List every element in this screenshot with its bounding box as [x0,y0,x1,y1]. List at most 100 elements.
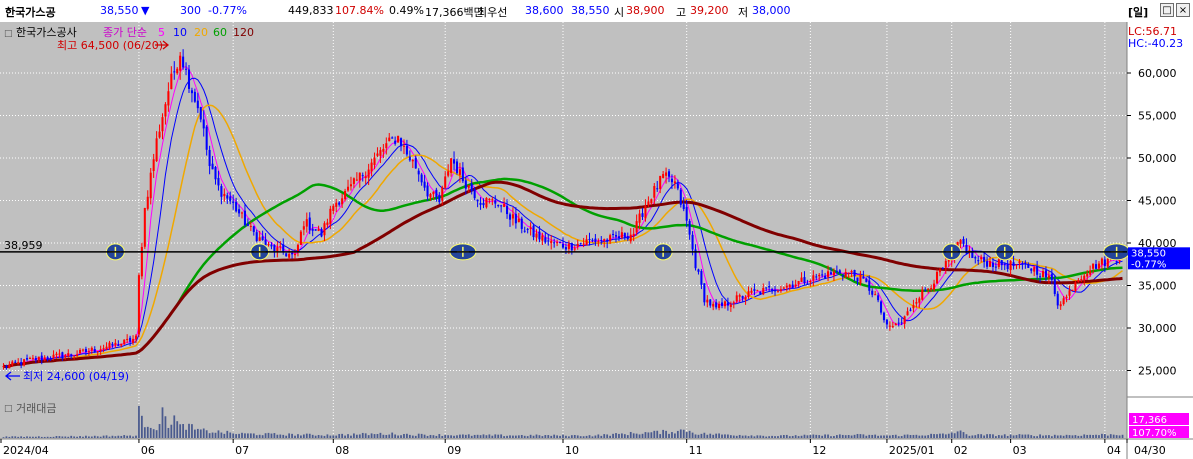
volume-bar [909,434,912,438]
volume-bar [388,434,391,438]
volume-bar [194,429,196,438]
volume-bar [880,435,882,438]
volume-bar [1115,435,1118,438]
down-arrow-icon: ▼ [141,4,150,17]
candle-body [34,357,37,361]
candle-body [308,217,311,231]
candle-body [279,246,282,248]
candle-body [567,243,570,250]
candle-body [26,358,29,360]
volume-bar [459,434,461,438]
candle-body [302,226,305,230]
candle-body [559,242,562,244]
candle-body [1092,263,1095,269]
turnover-pct: 0.49% [389,4,424,17]
volume-bar [936,434,938,438]
candle-body [461,167,464,182]
volume-bar [600,435,603,438]
candle-body [617,236,620,239]
volume-bar [856,433,859,438]
volume-bar [517,435,520,438]
candle-body [1080,279,1083,281]
candle-body [167,91,170,106]
volume-value-box [1129,413,1189,425]
close-icon[interactable]: × [1176,3,1190,17]
candle-body [120,343,123,346]
stock-name[interactable]: 한국가스공 [5,6,56,19]
volume-bar [429,434,432,438]
volume-bar [794,435,797,438]
volume-bar [294,435,296,438]
candle-body [43,357,46,361]
current-price-box-pct: -0.77% [1131,259,1166,270]
volume-bar [576,435,579,438]
volume-bar [123,435,126,438]
candle-body [933,283,936,290]
volume-bar [897,436,900,438]
volume-bar [308,433,311,438]
volume-bar [470,435,473,438]
candle-body [1018,261,1021,264]
volume-bar [140,415,143,438]
candle-body [326,222,329,225]
volume-bar [529,434,532,438]
period-button[interactable]: [일] [1128,6,1149,19]
candle-body [129,337,132,342]
volume-bar [621,433,623,438]
candle-body [149,172,152,199]
candle-body [1033,267,1036,272]
candle-body [226,195,229,199]
candle-body [832,271,835,276]
candle-body [96,351,99,353]
candle-body [358,172,361,181]
candle-body [349,184,352,187]
volume-bar [688,430,691,438]
volume-bar [788,436,791,438]
candle-body [1071,289,1074,291]
volume-bar [506,435,508,438]
restore-icon[interactable]: □ [1160,3,1174,17]
volume-bar [273,433,276,438]
candle-body [909,309,912,311]
volume-bar [132,436,134,438]
candle-body [1103,259,1106,267]
candle-body [924,289,927,291]
volume-bar [942,433,944,438]
candle-body [20,362,23,365]
candle-body [196,100,199,109]
candle-body [338,202,341,205]
candle-body [40,355,43,361]
candle-body [1065,296,1068,298]
candle-body [797,280,800,285]
candle-body [282,244,285,253]
volume-bar [674,433,676,438]
volume-pct-label: 107.70% [1132,428,1177,439]
candle-body [977,260,980,262]
candle-body [400,138,403,147]
volume-bar [594,435,597,438]
candle-body [691,234,694,250]
candle-body [938,269,941,273]
volume-bar [833,436,835,438]
volume-bar [559,435,561,438]
volume-bar [408,434,411,438]
x-tick-label: 04/30 [1134,444,1166,457]
candle-body [1068,290,1071,296]
volume-bar [924,435,927,438]
candle-body [847,272,850,274]
candle-body [629,234,632,242]
candle-body [1106,258,1109,267]
candle-body [49,358,52,360]
candle-body [76,354,79,356]
volume-bar [632,433,635,438]
candle-body [332,205,335,211]
volume-bar [618,433,620,438]
candle-body [420,174,423,183]
volume-bar [1021,434,1024,438]
candle-body [659,175,662,189]
candle-body [809,280,812,283]
candle-body [815,276,818,278]
volume-bar [721,434,723,438]
volume-bar [267,432,270,438]
legend-ma10: 10 [173,26,187,39]
